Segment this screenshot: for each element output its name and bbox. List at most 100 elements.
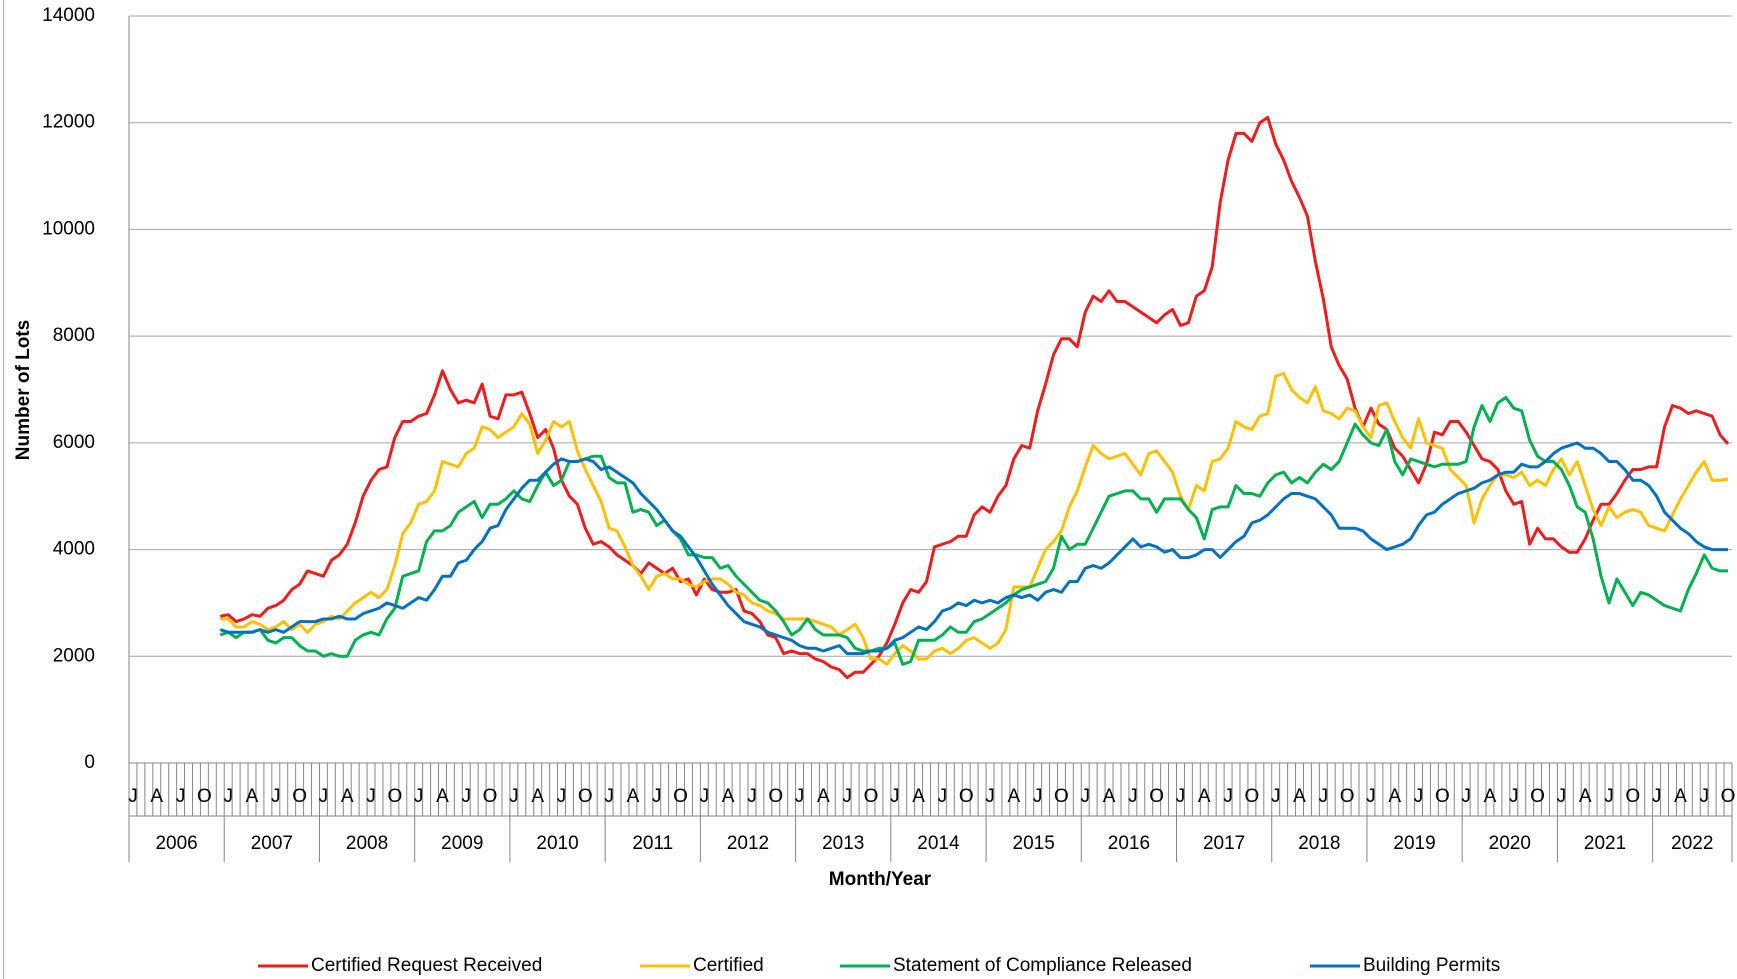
series-line <box>220 371 1729 666</box>
month-label: A <box>246 786 259 807</box>
year-label: 2019 <box>1393 833 1435 854</box>
month-label: J <box>890 786 900 807</box>
month-label: A <box>1579 786 1592 807</box>
year-label: 2021 <box>1584 833 1626 854</box>
y-tick-label: 10000 <box>42 218 95 239</box>
month-label: O <box>1435 786 1450 807</box>
month-label: J <box>1652 786 1662 807</box>
month-label: J <box>414 786 424 807</box>
month-label: A <box>912 786 925 807</box>
legend-label: Building Permits <box>1363 955 1500 976</box>
year-label: 2008 <box>346 833 388 854</box>
month-label: O <box>768 786 783 807</box>
legend-label: Certified <box>693 955 764 976</box>
month-label: J <box>128 786 138 807</box>
month-label: O <box>578 786 593 807</box>
month-label: O <box>864 786 879 807</box>
month-label: A <box>1198 786 1211 807</box>
y-axis-title: Number of Lots <box>13 320 34 460</box>
month-label: A <box>1674 786 1687 807</box>
year-label: 2017 <box>1203 833 1245 854</box>
series-line <box>219 441 1729 656</box>
month-label: A <box>1103 786 1116 807</box>
series-line <box>219 115 1730 680</box>
month-label: J <box>366 786 376 807</box>
month-label: J <box>1557 786 1567 807</box>
month-label: O <box>1149 786 1164 807</box>
month-label: A <box>627 786 640 807</box>
month-label: J <box>557 786 567 807</box>
month-label: J <box>938 786 948 807</box>
month-label: J <box>1033 786 1043 807</box>
month-label: O <box>292 786 307 807</box>
year-label: 2012 <box>727 833 769 854</box>
month-label: J <box>1509 786 1519 807</box>
month-label: O <box>1721 786 1736 807</box>
y-tick-label: 12000 <box>42 112 95 133</box>
month-label: J <box>1699 786 1709 807</box>
month-label: J <box>271 786 281 807</box>
month-label: J <box>604 786 614 807</box>
month-label: O <box>197 786 212 807</box>
y-tick-label: 2000 <box>53 645 95 666</box>
month-label: J <box>1604 786 1614 807</box>
month-label: A <box>341 786 354 807</box>
month-label: O <box>387 786 402 807</box>
series-line <box>219 396 1729 666</box>
month-label: J <box>1366 786 1376 807</box>
legend-label: Statement of Compliance Released <box>893 955 1192 976</box>
month-label: J <box>747 786 757 807</box>
year-label: 2010 <box>536 833 578 854</box>
month-label: J <box>1080 786 1090 807</box>
month-label: O <box>959 786 974 807</box>
month-label: A <box>1293 786 1306 807</box>
month-label: O <box>1340 786 1355 807</box>
month-label: J <box>1461 786 1471 807</box>
y-tick-label: 8000 <box>53 325 95 346</box>
month-label: J <box>795 786 805 807</box>
month-label: J <box>509 786 519 807</box>
month-label: A <box>817 786 830 807</box>
month-label: J <box>1414 786 1424 807</box>
month-label: J <box>652 786 662 807</box>
month-label: J <box>1271 786 1281 807</box>
month-label: J <box>842 786 852 807</box>
month-label: J <box>176 786 186 807</box>
month-label: O <box>1625 786 1640 807</box>
month-label: J <box>223 786 233 807</box>
legend-label: Certified Request Received <box>311 955 542 976</box>
month-label: O <box>1245 786 1260 807</box>
month-label: O <box>1530 786 1545 807</box>
year-label: 2016 <box>1108 833 1150 854</box>
month-label: A <box>722 786 735 807</box>
month-label: A <box>531 786 544 807</box>
month-label: J <box>1128 786 1138 807</box>
year-label: 2020 <box>1489 833 1531 854</box>
month-label: J <box>462 786 472 807</box>
month-label: J <box>1223 786 1233 807</box>
year-label: 2022 <box>1671 833 1713 854</box>
month-label: O <box>1054 786 1069 807</box>
month-label: A <box>1007 786 1020 807</box>
month-label: J <box>985 786 995 807</box>
year-label: 2011 <box>632 833 673 854</box>
month-label: O <box>483 786 498 807</box>
month-label: J <box>1176 786 1186 807</box>
month-label: A <box>1388 786 1401 807</box>
year-label: 2007 <box>251 833 293 854</box>
month-label: O <box>673 786 688 807</box>
year-label: 2009 <box>441 833 483 854</box>
year-label: 2013 <box>822 833 864 854</box>
year-label: 2006 <box>155 833 197 854</box>
y-tick-label: 6000 <box>53 432 95 453</box>
year-label: 2014 <box>917 833 960 854</box>
month-label: A <box>436 786 449 807</box>
year-label: 2015 <box>1013 833 1055 854</box>
month-label: J <box>1319 786 1329 807</box>
month-label: A <box>150 786 163 807</box>
year-label: 2018 <box>1298 833 1340 854</box>
y-tick-label: 4000 <box>53 539 95 560</box>
x-axis-title: Month/Year <box>829 869 932 890</box>
y-tick-label: 0 <box>84 752 95 773</box>
